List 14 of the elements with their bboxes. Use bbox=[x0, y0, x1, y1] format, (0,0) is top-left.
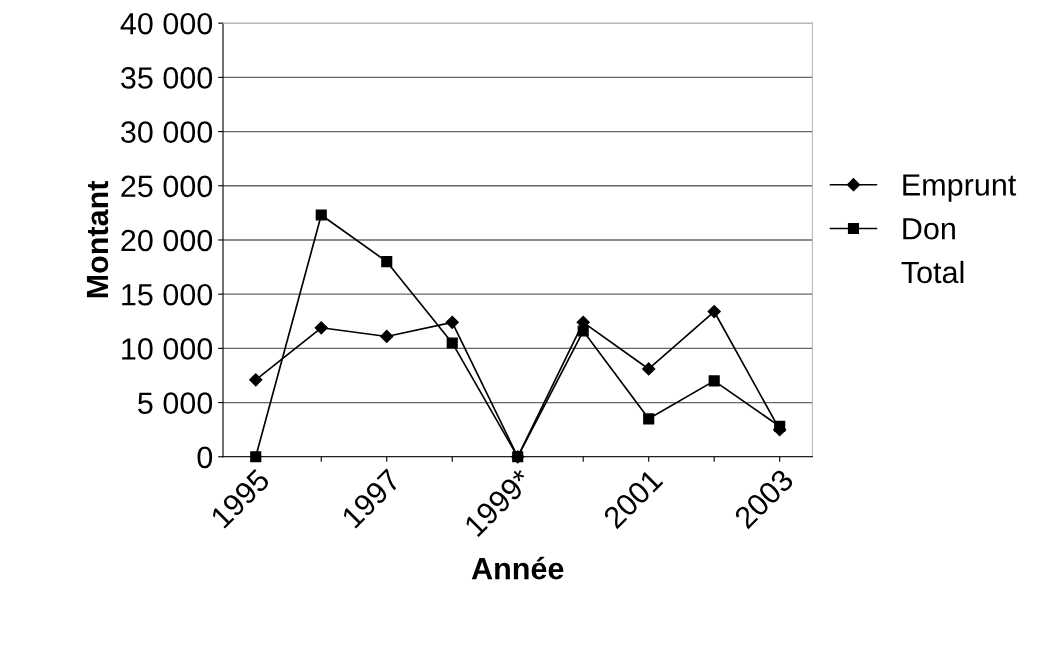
y-tick-label: 30 000 bbox=[121, 121, 213, 143]
y-axis-title: Montant bbox=[86, 180, 109, 298]
y-tick-label: 20 000 bbox=[121, 229, 213, 252]
y-tick-label: 15 000 bbox=[122, 283, 213, 306]
y-tick-label: 35 000 bbox=[121, 67, 213, 89]
y-tick-label: 0 bbox=[197, 446, 213, 469]
y-tick-label: 40 000 bbox=[120, 12, 213, 35]
legend-label: Emprunt bbox=[903, 174, 1017, 202]
y-tick-label: 10 000 bbox=[122, 338, 213, 360]
x-axis-title: Année bbox=[471, 556, 564, 580]
legend-label: Don bbox=[903, 218, 955, 240]
y-tick-label: 5 000 bbox=[138, 392, 213, 414]
text: Total bbox=[901, 260, 964, 284]
y-tick-label: 25 000 bbox=[121, 175, 213, 198]
